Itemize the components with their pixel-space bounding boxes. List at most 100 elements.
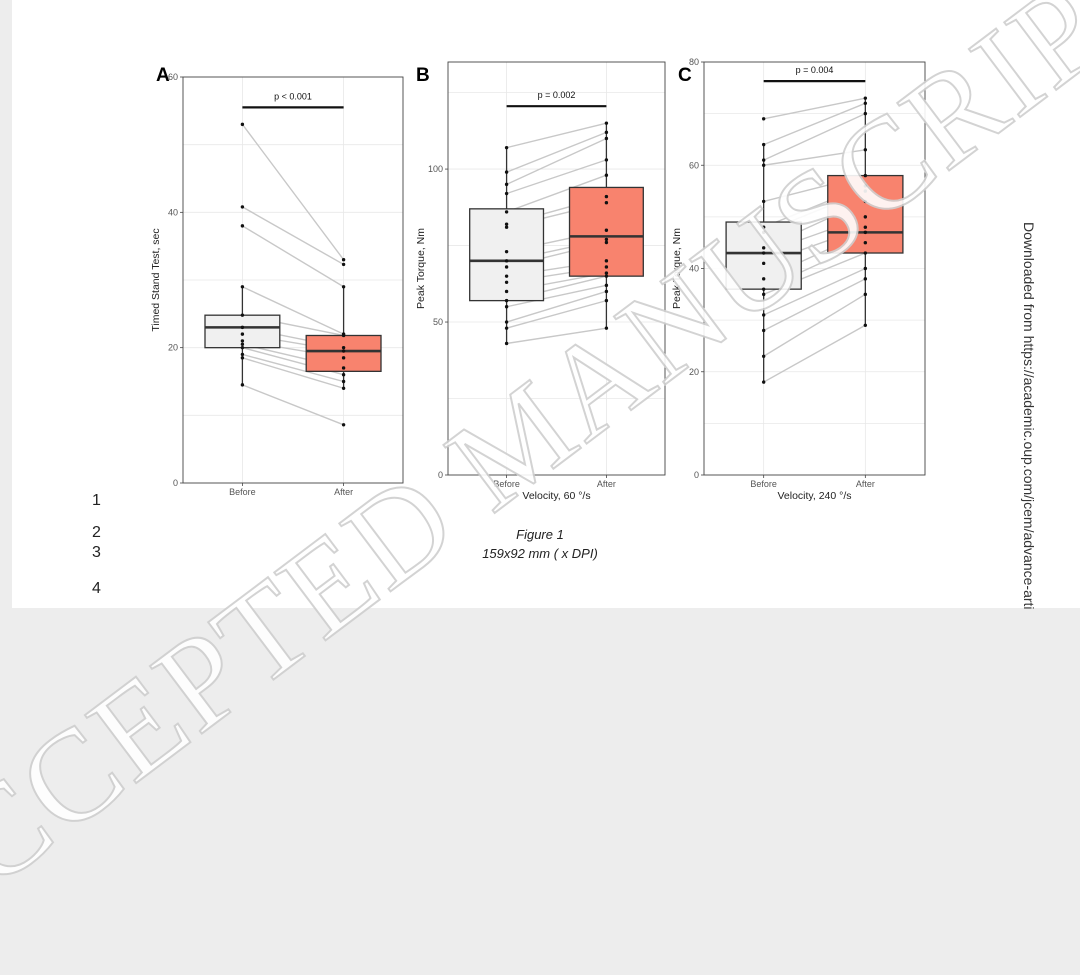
data-point <box>604 289 609 294</box>
data-point <box>240 383 245 387</box>
data-point <box>240 342 245 346</box>
data-point <box>240 205 245 209</box>
y-axis-label: Peak Torque, Nm <box>415 228 427 309</box>
data-point <box>863 251 868 255</box>
figure-panels: 0 20 40 60 Before After Timed Stand Test, sec p… <box>150 57 926 502</box>
data-point <box>240 224 245 228</box>
figure-caption-title: Figure 1 <box>516 527 564 542</box>
data-point <box>504 170 509 174</box>
paired-line <box>763 102 866 146</box>
data-point <box>863 215 868 219</box>
x-axis-label: Velocity, 240 °/s <box>777 490 851 502</box>
x-axis-label: Velocity, 60 °/s <box>522 490 590 502</box>
data-point <box>761 142 766 147</box>
line-number: 3 <box>92 544 101 561</box>
data-point <box>604 173 609 177</box>
data-point <box>504 289 509 294</box>
data-point <box>761 380 766 384</box>
paired-line <box>506 159 607 195</box>
x-tick-label: After <box>597 479 616 489</box>
data-point <box>761 354 766 358</box>
plot-frame <box>182 76 404 484</box>
x-tick-label: After <box>334 487 353 497</box>
data-point <box>504 225 509 229</box>
paired-line <box>506 299 607 329</box>
data-point <box>504 305 509 309</box>
data-point <box>604 271 609 275</box>
data-point <box>341 258 346 262</box>
paired-line <box>242 357 344 389</box>
data-point <box>863 184 868 188</box>
data-point <box>504 341 509 346</box>
data-point <box>240 122 245 127</box>
data-point <box>240 352 245 357</box>
line-number: 4 <box>92 580 101 597</box>
paired-line <box>242 225 344 288</box>
data-point <box>341 349 346 353</box>
y-axis-label: Peak Torque, Nm <box>671 228 683 309</box>
line-number: 2 <box>92 524 101 541</box>
data-point <box>604 265 609 269</box>
data-point <box>240 313 245 317</box>
data-point <box>863 277 868 281</box>
data-point <box>604 121 609 125</box>
data-point <box>761 328 766 333</box>
data-point <box>761 158 766 162</box>
paired-line <box>506 284 607 308</box>
x-tick-label: Before <box>750 479 777 489</box>
p-value-label: p = 0.004 <box>796 65 834 75</box>
data-point <box>604 283 609 288</box>
data-point <box>604 158 609 162</box>
y-tick-label: 0 <box>694 470 699 480</box>
y-tick-label: 80 <box>689 57 699 67</box>
data-point <box>240 325 245 330</box>
data-point <box>761 225 766 229</box>
paired-line <box>242 206 344 266</box>
data-point <box>604 240 609 245</box>
data-point <box>863 96 868 100</box>
data-point <box>863 225 868 229</box>
paired-line <box>506 327 607 345</box>
data-point <box>761 313 766 317</box>
plot-frame <box>447 61 666 476</box>
data-point <box>341 366 346 370</box>
data-point <box>761 117 766 121</box>
data-point <box>341 356 346 360</box>
data-point <box>863 240 868 245</box>
paired-line <box>241 123 345 261</box>
data-point <box>341 373 346 377</box>
paired-line <box>506 137 607 186</box>
data-point <box>863 266 868 271</box>
data-point <box>341 285 346 289</box>
paired-line <box>763 324 866 383</box>
y-tick-label: 50 <box>433 317 443 327</box>
y-tick-label: 40 <box>689 264 699 274</box>
y-tick-label: 40 <box>168 207 178 217</box>
data-point <box>604 136 609 141</box>
y-tick-label: 60 <box>689 160 699 170</box>
data-point <box>240 345 245 350</box>
data-point <box>341 345 346 350</box>
download-notice[interactable]: Downloaded from https://academic.oup.com… <box>1021 222 1037 610</box>
data-point <box>341 333 346 338</box>
panel-letter: B <box>416 65 430 86</box>
data-point <box>761 246 766 250</box>
box-before <box>204 314 281 349</box>
data-point <box>863 199 868 204</box>
data-point <box>504 249 509 254</box>
data-point <box>863 292 868 297</box>
y-tick-label: 100 <box>428 164 443 174</box>
paired-line <box>242 384 344 426</box>
data-point <box>604 194 609 199</box>
paired-line <box>242 286 344 335</box>
data-point <box>863 148 868 152</box>
y-tick-label: 60 <box>168 72 178 82</box>
data-point <box>341 423 346 427</box>
y-tick-label: 20 <box>689 367 699 377</box>
paired-line <box>506 174 607 213</box>
paired-line <box>763 112 866 161</box>
paired-line <box>763 149 866 166</box>
panel-letter: A <box>156 65 170 86</box>
data-point <box>863 230 868 235</box>
paired-line <box>763 293 866 357</box>
